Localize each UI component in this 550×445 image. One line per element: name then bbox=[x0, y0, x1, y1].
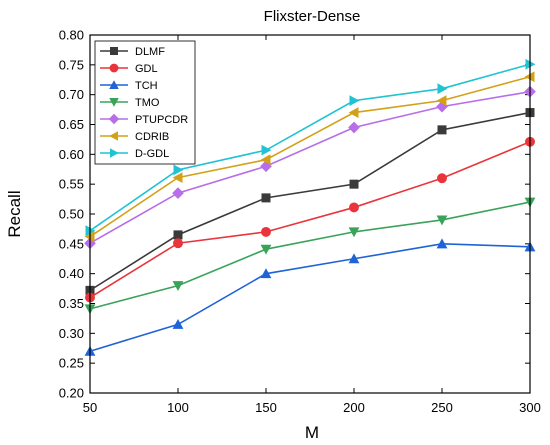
legend-item: GDL bbox=[100, 63, 158, 75]
legend-item: D-GDL bbox=[100, 148, 169, 160]
y-tick-label: 0.65 bbox=[59, 117, 84, 132]
legend-marker bbox=[109, 80, 119, 89]
data-point bbox=[173, 230, 183, 240]
x-tick-label: 150 bbox=[255, 400, 277, 415]
y-tick-label: 0.75 bbox=[59, 57, 84, 72]
x-tick-label: 200 bbox=[343, 400, 365, 415]
legend-marker bbox=[110, 47, 118, 55]
legend-item: PTUPCDR bbox=[100, 113, 188, 126]
data-point bbox=[437, 125, 447, 135]
y-tick-label: 0.25 bbox=[59, 356, 84, 371]
data-point bbox=[348, 121, 360, 134]
legend-item: CDRIB bbox=[100, 131, 169, 143]
data-point bbox=[172, 172, 183, 184]
data-point bbox=[173, 238, 183, 249]
series-line bbox=[89, 75, 531, 238]
x-tick-label: 100 bbox=[167, 400, 189, 415]
legend-label: TCH bbox=[135, 80, 158, 92]
data-point bbox=[437, 83, 448, 95]
data-point bbox=[348, 107, 359, 118]
data-point bbox=[261, 144, 272, 156]
plot-frame bbox=[89, 34, 531, 394]
series-gdl bbox=[85, 136, 535, 303]
legend-label: TMO bbox=[135, 97, 160, 109]
series-line bbox=[89, 111, 531, 292]
data-point bbox=[436, 215, 448, 226]
data-point bbox=[172, 318, 184, 329]
series-cdrib bbox=[84, 71, 535, 243]
y-tick-label: 0.70 bbox=[59, 87, 84, 102]
y-tick-label: 0.55 bbox=[59, 177, 84, 192]
data-point bbox=[349, 95, 360, 107]
series-line bbox=[89, 141, 531, 299]
chart-title: Flixster-Dense bbox=[264, 8, 361, 25]
legend-marker bbox=[109, 131, 118, 141]
data-point bbox=[348, 253, 360, 264]
x-tick-label: 250 bbox=[431, 400, 453, 415]
data-point bbox=[348, 227, 360, 238]
y-tick-label: 0.50 bbox=[59, 207, 84, 222]
x-axis-title: M bbox=[305, 423, 319, 442]
legend-item: TMO bbox=[100, 97, 160, 109]
series-line bbox=[89, 243, 531, 352]
legend-label: CDRIB bbox=[135, 131, 169, 143]
data-point bbox=[349, 202, 359, 213]
legend-marker bbox=[108, 113, 120, 125]
data-point bbox=[260, 268, 272, 279]
x-tick-label: 300 bbox=[519, 400, 541, 415]
data-point bbox=[173, 164, 184, 176]
y-tick-label: 0.20 bbox=[59, 386, 84, 401]
legend-label: D-GDL bbox=[135, 148, 169, 160]
series-tch bbox=[84, 238, 536, 356]
legend-marker bbox=[109, 98, 119, 107]
data-point bbox=[172, 281, 184, 291]
data-point bbox=[260, 154, 271, 166]
series-line bbox=[89, 90, 531, 244]
legend-item: TCH bbox=[100, 80, 158, 92]
series-line bbox=[89, 201, 531, 310]
y-tick-label: 0.80 bbox=[59, 28, 84, 43]
data-point bbox=[260, 244, 272, 255]
legend-marker bbox=[109, 63, 119, 73]
data-point bbox=[261, 193, 271, 203]
legend-marker bbox=[110, 148, 119, 158]
y-axis-title: Recall bbox=[5, 190, 24, 237]
series-tmo bbox=[84, 197, 536, 315]
y-tick-label: 0.45 bbox=[59, 236, 84, 251]
legend-item: DLMF bbox=[100, 46, 165, 58]
series-layer bbox=[84, 58, 536, 356]
y-tick-label: 0.30 bbox=[59, 326, 84, 341]
axis-ticks: 50 100 150 200 250 300 0.20 0.25 0.30 0.35 0.40 0.4… bbox=[59, 28, 541, 416]
y-tick-label: 0.60 bbox=[59, 147, 84, 162]
series-ptupcdr bbox=[84, 85, 536, 250]
legend-label: PTUPCDR bbox=[135, 114, 188, 126]
data-point bbox=[349, 179, 359, 189]
y-tick-label: 0.35 bbox=[59, 296, 84, 311]
data-point bbox=[437, 173, 447, 184]
series-line bbox=[89, 63, 531, 232]
y-tick-label: 0.40 bbox=[59, 266, 84, 281]
data-point bbox=[172, 187, 184, 199]
x-tick-label: 50 bbox=[83, 400, 97, 415]
legend-label: DLMF bbox=[135, 46, 165, 58]
legend-label: GDL bbox=[135, 63, 158, 75]
legend: DLMF GDL TCH TMO PTUPCDR CDRIB D-GDL bbox=[94, 40, 196, 165]
data-point bbox=[436, 95, 447, 107]
data-point bbox=[436, 238, 448, 249]
data-point bbox=[261, 226, 271, 237]
series-d-gdl bbox=[85, 58, 536, 237]
